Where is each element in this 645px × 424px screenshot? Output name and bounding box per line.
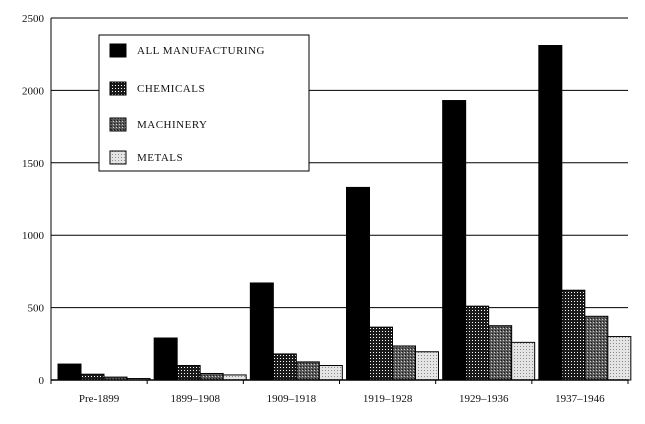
bar-3-5 (488, 325, 513, 381)
legend-swatch-4 (109, 150, 127, 165)
bar-1-1 (57, 363, 82, 381)
y-tick-label: 500 (28, 303, 45, 315)
legend-box (98, 34, 310, 172)
legend-label-3: MACHINERY (137, 119, 208, 131)
bar-4-6 (607, 336, 632, 381)
bar-3-4 (392, 345, 416, 381)
bar-3-6 (584, 315, 609, 381)
x-tick-label: 1899–1908 (171, 393, 221, 405)
bar-3-2 (199, 372, 224, 381)
bar-1-4 (346, 186, 370, 381)
bar-2-2 (176, 365, 201, 381)
bar-4-4 (415, 351, 439, 381)
y-tick-label: 2000 (22, 85, 45, 97)
legend-swatch-1 (109, 43, 127, 58)
legend-swatch-2 (109, 81, 127, 96)
x-tick-label: 1919–1928 (363, 393, 413, 405)
bar-3-3 (295, 361, 320, 381)
legend: ALL MANUFACTURING CHEMICALS MACHINERY METAL… (98, 34, 310, 172)
x-tick-label: 1909–1918 (267, 393, 317, 405)
x-axis: Pre-1899 1899–1908 1909–1918 1919–1928 1929–… (50, 379, 629, 405)
bar-1-2 (153, 337, 178, 381)
legend-swatch-3 (109, 117, 127, 132)
legend-label-1: ALL MANUFACTURING (137, 45, 265, 57)
x-tick-label: 1937–1946 (555, 393, 605, 405)
bar-2-3 (272, 353, 297, 381)
bar-4-5 (511, 341, 536, 381)
x-tick-label: 1929–1936 (459, 393, 509, 405)
x-tick-label: Pre-1899 (79, 393, 120, 405)
bar-1-6 (538, 45, 563, 381)
bar-2-5 (465, 305, 490, 381)
y-tick-label: 1000 (22, 230, 45, 242)
y-tick-label: 2500 (22, 13, 45, 25)
legend-label-2: CHEMICALS (137, 83, 205, 95)
y-tick-label: 1500 (22, 158, 45, 170)
bar-1-5 (442, 100, 467, 381)
bar-2-4 (369, 326, 393, 381)
bar-2-6 (561, 289, 586, 381)
y-tick-label: 0 (39, 375, 45, 387)
bars (57, 45, 632, 381)
bar-4-2 (222, 374, 247, 381)
bar-1-3 (249, 282, 274, 381)
bar-2-1 (80, 373, 105, 381)
legend-label-4: METALS (137, 152, 183, 164)
bar-4-3 (318, 365, 343, 381)
y-axis: 0 500 1000 1500 2000 2500 (22, 13, 52, 387)
